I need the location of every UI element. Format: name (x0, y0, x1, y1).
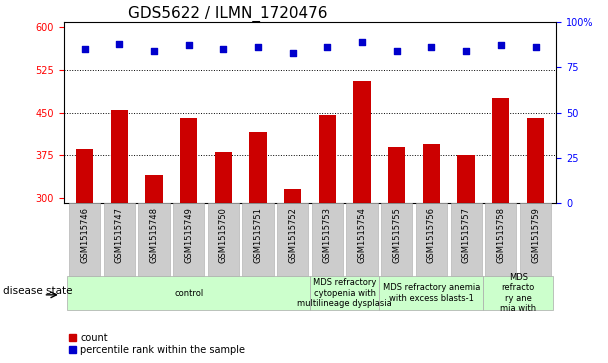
Text: GSM1515754: GSM1515754 (358, 207, 367, 263)
Point (80, 46, 89, 52)
Bar (379, 276, 483, 310)
Point (288, 50, 297, 56)
Text: GSM1515747: GSM1515747 (115, 207, 124, 263)
Point (218, 46, 228, 52)
Bar (145, 175, 163, 363)
Bar (180, 118, 198, 363)
Bar (485, 203, 516, 276)
Bar (215, 152, 232, 363)
Point (461, 48, 471, 54)
Point (496, 42, 506, 48)
Bar (208, 203, 239, 276)
Text: GSM1515749: GSM1515749 (184, 207, 193, 263)
Text: disease state: disease state (3, 286, 72, 297)
Text: MDS refractory anemia
with excess blasts-1: MDS refractory anemia with excess blasts… (383, 284, 480, 303)
Point (253, 44, 263, 50)
Bar (353, 81, 371, 363)
Bar (249, 132, 267, 363)
Text: GSM1515758: GSM1515758 (496, 207, 505, 263)
Bar (527, 118, 544, 363)
Bar (312, 203, 343, 276)
Bar (277, 203, 308, 276)
Text: GSM1515753: GSM1515753 (323, 207, 332, 263)
Text: MDS
refracto
ry ane
mia with: MDS refracto ry ane mia with (500, 273, 536, 313)
Text: GSM1515746: GSM1515746 (80, 207, 89, 263)
Bar (173, 203, 204, 276)
Point (323, 44, 333, 50)
Legend: count, percentile rank within the sample: count, percentile rank within the sample (69, 333, 246, 355)
Bar (457, 155, 475, 363)
Bar (284, 189, 302, 363)
Text: GSM1515756: GSM1515756 (427, 207, 436, 263)
Text: GSM1515748: GSM1515748 (150, 207, 159, 263)
Bar (492, 98, 510, 363)
Text: GSM1515759: GSM1515759 (531, 207, 540, 263)
Bar (139, 203, 170, 276)
Bar (520, 203, 551, 276)
Bar (67, 276, 310, 310)
Text: GDS5622 / ILMN_1720476: GDS5622 / ILMN_1720476 (128, 5, 327, 22)
Bar (381, 203, 412, 276)
Bar (388, 147, 406, 363)
Point (427, 44, 437, 50)
Bar (76, 150, 93, 363)
Text: GSM1515752: GSM1515752 (288, 207, 297, 263)
Text: MDS refractory
cytopenia with
multilineage dysplasia: MDS refractory cytopenia with multilinea… (297, 278, 392, 308)
Point (149, 48, 159, 54)
Bar (483, 276, 553, 310)
Bar (310, 276, 379, 310)
Text: GSM1515750: GSM1515750 (219, 207, 228, 263)
Text: GSM1515755: GSM1515755 (392, 207, 401, 263)
Bar (111, 110, 128, 363)
Bar (347, 203, 378, 276)
Bar (451, 203, 482, 276)
Point (114, 41, 124, 46)
Bar (319, 115, 336, 363)
Text: control: control (174, 289, 203, 298)
Point (358, 39, 367, 45)
Bar (416, 203, 447, 276)
Point (531, 44, 541, 50)
Text: GSM1515751: GSM1515751 (254, 207, 263, 263)
Text: GSM1515757: GSM1515757 (461, 207, 471, 263)
Bar (104, 203, 135, 276)
Bar (69, 203, 100, 276)
Point (392, 48, 402, 54)
Bar (423, 144, 440, 363)
Bar (243, 203, 274, 276)
Point (184, 42, 193, 48)
